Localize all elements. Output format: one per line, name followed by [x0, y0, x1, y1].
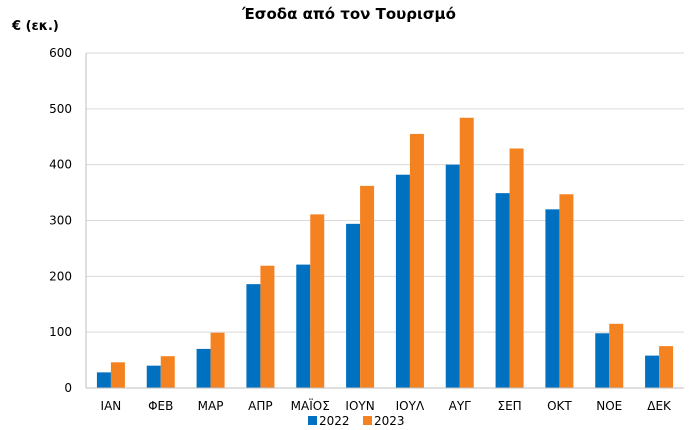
- legend-label: 2022: [319, 414, 350, 428]
- bar-2022: [445, 164, 460, 388]
- bar-2022: [246, 284, 261, 388]
- bar-2023: [409, 133, 424, 388]
- y-tick-label: 500: [49, 102, 72, 116]
- bar-2023: [659, 346, 674, 388]
- bar-2023: [609, 323, 624, 388]
- bar-2023: [559, 194, 574, 388]
- x-tick-label: ΦΕΒ: [148, 399, 173, 413]
- bar-2022: [96, 372, 111, 388]
- x-tick-label: ΙΑΝ: [101, 399, 122, 413]
- y-tick-label: 600: [49, 46, 72, 60]
- bar-2023: [160, 356, 175, 388]
- bar-2023: [509, 148, 524, 388]
- legend-swatch: [363, 416, 372, 425]
- x-tick-label: ΑΠΡ: [248, 399, 272, 413]
- y-tick-label: 0: [64, 381, 72, 395]
- legend-label: 2023: [374, 414, 405, 428]
- bar-2022: [196, 348, 211, 388]
- y-tick-label: 200: [49, 269, 72, 283]
- y-tick-label: 400: [49, 158, 72, 172]
- bar-2022: [495, 193, 510, 388]
- x-tick-label: ΜΑΪΟΣ: [291, 398, 330, 413]
- legend-swatch: [308, 416, 317, 425]
- x-tick-label: ΑΥΓ: [449, 399, 472, 413]
- bar-2023: [310, 214, 325, 388]
- x-tick-label: ΜΑΡ: [198, 399, 224, 413]
- bar-2023: [260, 265, 275, 388]
- bar-2023: [459, 117, 474, 389]
- x-tick-label: ΝΟΕ: [596, 399, 622, 413]
- bar-2023: [110, 362, 125, 388]
- axes: [85, 53, 684, 389]
- bars: [96, 117, 674, 389]
- bar-2022: [545, 209, 560, 388]
- y-tick-label: 100: [49, 325, 72, 339]
- y-axis-label: € (εκ.): [11, 19, 59, 34]
- bar-2023: [360, 185, 375, 388]
- chart-title: Έσοδα από τον Τουρισμό: [241, 5, 456, 23]
- x-tick-label: ΙΟΥΝ: [345, 399, 374, 413]
- bar-2022: [146, 365, 161, 388]
- bar-2022: [645, 355, 660, 388]
- bar-2022: [296, 264, 311, 388]
- bar-2022: [395, 174, 410, 388]
- y-tick-labels: 0 100 200 300 400 500 600: [49, 46, 72, 395]
- legend: 2022 2023: [308, 414, 405, 428]
- bar-2022: [595, 333, 610, 388]
- x-tick-labels: ΙΑΝ ΦΕΒ ΜΑΡ ΑΠΡ ΜΑΪΟΣ ΙΟΥΝ ΙΟΥΛ ΑΥΓ ΣΕΠ ΟΚΤ ΝΟΕ ΔΕΚ: [101, 398, 672, 413]
- x-tick-label: ΔΕΚ: [647, 399, 672, 413]
- bar-2023: [210, 332, 225, 388]
- x-tick-label: ΣΕΠ: [497, 399, 521, 413]
- x-tick-label: ΟΚΤ: [547, 399, 572, 413]
- bar-2022: [346, 223, 361, 388]
- x-tick-label: ΙΟΥΛ: [396, 399, 425, 413]
- y-tick-label: 300: [49, 214, 72, 228]
- gridlines: [86, 52, 684, 333]
